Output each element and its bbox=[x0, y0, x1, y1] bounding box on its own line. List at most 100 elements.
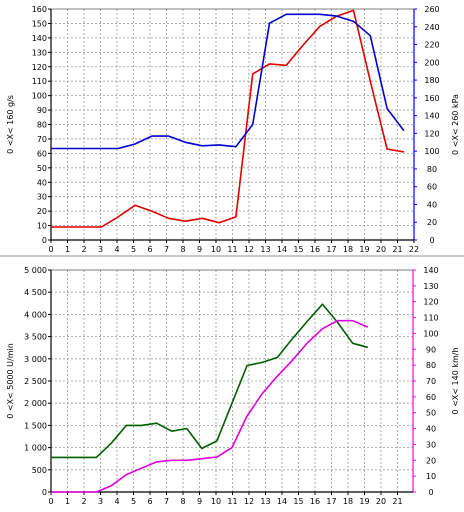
y-tick-label-right: 30 bbox=[426, 440, 436, 449]
chart-mass-flow-pressure: 0102030405060708090100110120130140150160… bbox=[6, 5, 460, 254]
y-tick-label-right: 60 bbox=[427, 183, 437, 192]
x-tick-label: 15 bbox=[293, 497, 303, 506]
y-tick-label-left: 4 500 bbox=[24, 288, 47, 297]
x-tick-label: 4 bbox=[114, 497, 119, 506]
y-tick-label-right: 220 bbox=[424, 41, 439, 50]
y-tick-label-right: 50 bbox=[426, 409, 436, 418]
x-tick-label: 15 bbox=[293, 245, 303, 254]
x-tick-label: 14 bbox=[277, 497, 287, 506]
series-line-2 bbox=[51, 319, 369, 493]
y-tick-label-left: 70 bbox=[37, 135, 47, 144]
y-tick-label-left: 150 bbox=[32, 19, 47, 28]
chart-divider bbox=[0, 255, 464, 257]
y-tick-label-left: 30 bbox=[37, 193, 47, 202]
y-axis-label-left: 0 <X< 5000 U/min bbox=[6, 343, 15, 419]
x-tick-label: 1 bbox=[65, 497, 70, 506]
x-tick-label: 0 bbox=[48, 497, 53, 506]
x-tick-label: 17 bbox=[326, 497, 336, 506]
x-tick-label: 21 bbox=[392, 497, 402, 506]
x-tick-label: 14 bbox=[277, 245, 287, 254]
series-line-1 bbox=[51, 303, 369, 459]
x-tick-label: 2 bbox=[81, 497, 86, 506]
y-tick-label-left: 50 bbox=[37, 164, 47, 173]
x-tick-label: 3 bbox=[98, 497, 103, 506]
y-tick-label-left: 160 bbox=[32, 5, 47, 14]
y-tick-label-right: 160 bbox=[424, 94, 439, 103]
x-tick-label: 9 bbox=[197, 497, 202, 506]
y-tick-label-left: 5 000 bbox=[24, 266, 47, 275]
y-tick-label-right: 240 bbox=[424, 23, 439, 32]
y-tick-label-left: 4 000 bbox=[24, 310, 47, 319]
x-tick-label: 5 bbox=[131, 245, 136, 254]
y-tick-label-right: 110 bbox=[423, 314, 438, 323]
y-tick-label-right: 0 bbox=[429, 236, 434, 245]
x-tick-label: 3 bbox=[98, 245, 103, 254]
y-tick-label-left: 140 bbox=[32, 34, 47, 43]
y-axis-label-right: 0 <X< 140 km/h bbox=[451, 347, 460, 414]
x-tick-label: 12 bbox=[244, 497, 254, 506]
x-tick-label: 6 bbox=[147, 497, 152, 506]
y-tick-label-left: 0 bbox=[42, 488, 47, 497]
x-tick-label: 5 bbox=[131, 497, 136, 506]
y-tick-label-right: 40 bbox=[426, 425, 436, 434]
x-tick-label: 0 bbox=[48, 245, 53, 254]
x-tick-label: 8 bbox=[180, 245, 185, 254]
x-tick-label: 13 bbox=[260, 245, 270, 254]
x-tick-label: 19 bbox=[359, 245, 369, 254]
y-tick-label-left: 20 bbox=[37, 207, 47, 216]
y-tick-label-left: 1 000 bbox=[24, 444, 47, 453]
y-tick-label-right: 200 bbox=[424, 58, 439, 67]
y-tick-label-left: 120 bbox=[32, 63, 47, 72]
x-tick-label: 21 bbox=[392, 245, 402, 254]
x-tick-label: 6 bbox=[147, 245, 152, 254]
y-tick-label-left: 130 bbox=[32, 48, 47, 57]
y-tick-label-left: 500 bbox=[32, 466, 47, 475]
x-tick-label: 4 bbox=[114, 245, 119, 254]
x-tick-label: 22 bbox=[409, 245, 419, 254]
x-tick-label: 18 bbox=[343, 497, 353, 506]
y-tick-label-right: 20 bbox=[426, 456, 436, 465]
y-tick-label-right: 120 bbox=[424, 129, 439, 138]
y-tick-label-left: 100 bbox=[32, 92, 47, 101]
y-tick-label-right: 90 bbox=[426, 345, 436, 354]
y-tick-label-left: 0 bbox=[42, 236, 47, 245]
x-tick-label: 16 bbox=[310, 245, 320, 254]
y-tick-label-right: 100 bbox=[423, 329, 438, 338]
y-axis-label-left: 0 <X< 160 g/s bbox=[6, 95, 15, 154]
x-tick-label: 20 bbox=[376, 497, 386, 506]
x-tick-label: 1 bbox=[65, 245, 70, 254]
series-line-2 bbox=[51, 13, 405, 150]
y-tick-label-right: 100 bbox=[424, 147, 439, 156]
y-tick-label-right: 140 bbox=[424, 112, 439, 121]
y-tick-label-left: 60 bbox=[37, 149, 47, 158]
x-tick-label: 7 bbox=[164, 245, 169, 254]
y-tick-label-right: 40 bbox=[427, 200, 437, 209]
y-tick-label-right: 80 bbox=[427, 165, 437, 174]
x-tick-label: 10 bbox=[211, 245, 221, 254]
x-tick-label: 19 bbox=[359, 497, 369, 506]
y-tick-label-right: 10 bbox=[426, 472, 436, 481]
x-tick-label: 20 bbox=[376, 245, 386, 254]
y-tick-label-left: 90 bbox=[37, 106, 47, 115]
y-tick-label-left: 10 bbox=[37, 222, 47, 231]
y-axis-label-right: 0 <X< 260 kPa bbox=[451, 94, 460, 155]
y-tick-label-left: 40 bbox=[37, 178, 47, 187]
y-tick-label-right: 120 bbox=[423, 298, 438, 307]
y-tick-label-left: 1 500 bbox=[24, 421, 47, 430]
y-tick-label-left: 2 000 bbox=[24, 399, 47, 408]
x-tick-label: 9 bbox=[197, 245, 202, 254]
y-tick-label-right: 70 bbox=[426, 377, 436, 386]
y-tick-label-right: 0 bbox=[428, 488, 433, 497]
x-tick-label: 2 bbox=[81, 245, 86, 254]
y-tick-label-left: 80 bbox=[37, 121, 47, 130]
x-tick-label: 11 bbox=[227, 245, 237, 254]
y-tick-label-right: 130 bbox=[423, 282, 438, 291]
y-tick-label-right: 140 bbox=[423, 266, 438, 275]
y-tick-label-right: 20 bbox=[427, 218, 437, 227]
series-line-1 bbox=[51, 9, 405, 228]
y-tick-label-left: 3 000 bbox=[24, 355, 47, 364]
x-tick-label: 10 bbox=[211, 497, 221, 506]
y-tick-label-right: 80 bbox=[426, 361, 436, 370]
